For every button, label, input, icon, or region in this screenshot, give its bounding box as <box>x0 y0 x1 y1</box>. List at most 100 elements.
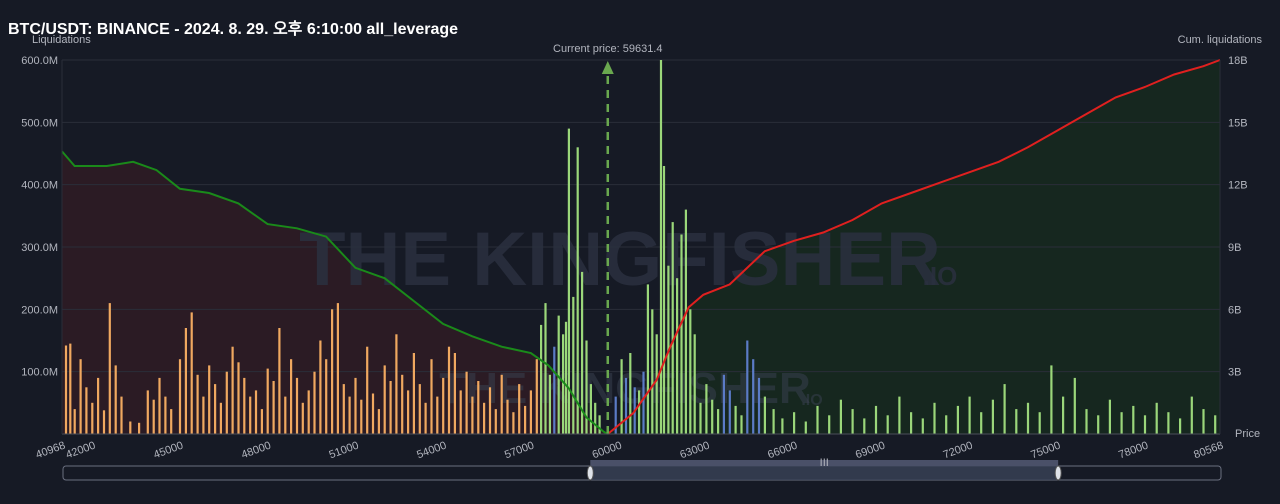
liquidation-bar <box>506 399 509 434</box>
scrollbar-grip-bar <box>590 460 1059 466</box>
current-price-marker: Current price: 59631.4 <box>553 43 662 434</box>
liquidation-bar <box>662 166 666 434</box>
liquidation-bar <box>564 321 568 434</box>
left-tick-label: 300.0M <box>21 242 58 254</box>
liquidation-bar <box>360 399 363 434</box>
left-tick-label: 200.0M <box>21 304 58 316</box>
liquidation-bar <box>1097 415 1100 434</box>
liquidation-bar <box>243 377 246 434</box>
liquidation-bar <box>535 359 538 434</box>
liquidation-bar <box>722 374 725 434</box>
liquidation-bar <box>684 209 687 434</box>
liquidation-bar <box>342 384 345 434</box>
liquidation-bar <box>225 371 228 434</box>
liquidation-bar <box>1202 409 1205 434</box>
liquidation-bar <box>548 374 551 434</box>
liquidation-bar <box>576 147 579 435</box>
liquidation-bar <box>158 377 161 434</box>
liquidation-bar <box>1085 409 1088 434</box>
liquidation-bar <box>494 409 497 434</box>
right-tick-label: 9B <box>1228 242 1241 254</box>
right-tick-label: 15B <box>1228 117 1248 129</box>
liquidation-bar <box>483 402 486 434</box>
liquidation-bar <box>401 374 404 434</box>
liquidation-bar <box>863 418 866 434</box>
liquidation-bar <box>477 381 480 434</box>
liquidation-bar <box>816 405 819 434</box>
liquidation-bar <box>488 387 492 435</box>
x-axis-label: Price <box>1235 428 1260 440</box>
scrollbar-grip: III <box>820 457 829 469</box>
liquidation-bar <box>629 353 632 434</box>
liquidation-bar <box>763 396 766 434</box>
liquidation-bar <box>956 405 959 434</box>
liquidation-bar <box>1015 409 1018 434</box>
liquidation-bar <box>540 324 543 434</box>
liquidation-bar <box>898 396 901 434</box>
liquidation-bar <box>557 315 560 434</box>
liquidation-bar <box>1003 384 1006 434</box>
liquidation-bar <box>642 371 645 434</box>
liquidation-bar <box>79 359 82 434</box>
liquidation-bar <box>453 353 456 434</box>
liquidation-bar <box>73 409 76 434</box>
liquidation-bar <box>313 371 316 434</box>
liquidation-bar <box>646 284 649 434</box>
cum-long-line <box>607 59 1221 435</box>
liquidation-bar <box>325 359 328 434</box>
liquidation-bar <box>459 390 462 434</box>
liquidation-bar <box>418 384 421 434</box>
cumulative-lines <box>61 59 1221 435</box>
liquidation-bar <box>968 396 971 434</box>
liquidation-bar <box>572 296 575 434</box>
x-tick-label: 48000 <box>240 440 273 462</box>
right-tick-label: 18B <box>1228 55 1248 67</box>
liquidation-bar <box>746 340 749 434</box>
liquidation-bar <box>781 418 784 434</box>
liquidation-bar <box>1108 399 1111 434</box>
liquidation-bar <box>383 365 386 434</box>
liquidation-bar <box>1190 396 1193 434</box>
x-tick-label: 60000 <box>591 440 624 462</box>
liquidation-bar <box>202 396 205 434</box>
x-tick-label: 69000 <box>854 440 887 462</box>
liquidation-bar <box>442 377 445 434</box>
liquidation-bar <box>757 377 761 434</box>
liquidation-bar <box>129 421 132 434</box>
liquidation-bar <box>598 415 601 434</box>
liquidation-bar <box>886 415 889 434</box>
liquidation-bar <box>933 402 936 434</box>
liquidation-bar <box>671 222 674 434</box>
liquidation-bar <box>594 402 597 434</box>
liquidation-bar <box>219 402 222 434</box>
liquidation-bar <box>689 309 692 434</box>
liquidation-bar <box>284 396 287 434</box>
liquidation-bar <box>699 402 702 434</box>
liquidation-bar <box>301 402 304 434</box>
liquidation-bar <box>146 390 149 434</box>
range-scrollbar[interactable]: III <box>62 457 1222 481</box>
liquidation-bar <box>851 409 854 434</box>
liquidation-bar <box>471 396 474 434</box>
current-price-label: Current price: 59631.4 <box>553 43 662 55</box>
x-tick-label: 63000 <box>678 440 711 462</box>
liquidation-bar <box>659 60 663 434</box>
liquidation-bar <box>529 390 532 434</box>
watermark-suffix: .IO <box>923 261 958 291</box>
x-tick-label: 72000 <box>942 440 975 462</box>
grid <box>62 59 1220 373</box>
x-tick-label: 75000 <box>1029 440 1062 462</box>
liquidation-bar <box>254 390 258 434</box>
liquidation-bar <box>614 396 617 434</box>
liquidation-bar <box>620 359 623 434</box>
chart-title: BTC/USDT: BINANCE - 2024. 8. 29. 오후 6:10… <box>8 21 459 38</box>
x-tick-label: 51000 <box>328 440 361 462</box>
liquidation-bar <box>772 409 775 434</box>
liquidation-bar <box>500 374 503 434</box>
liquidation-bar <box>693 334 696 434</box>
liquidation-bar <box>64 345 68 434</box>
liquidation-bar <box>1155 402 1158 434</box>
x-tick-label: 78000 <box>1117 440 1150 462</box>
liquidation-bar <box>102 410 106 434</box>
